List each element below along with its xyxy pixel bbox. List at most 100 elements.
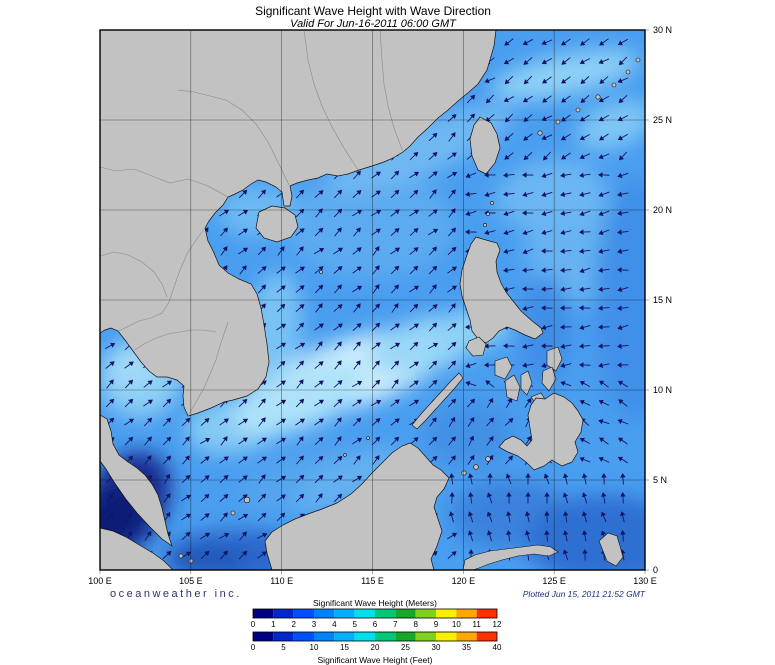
colorbar-meters-segment [436,609,457,618]
wave-arrow [390,323,400,331]
wave-arrow [143,380,153,388]
wave-arrow [618,151,628,161]
wave-arrow [352,323,362,331]
wave-arrow [465,191,477,197]
wave-arrow [333,304,343,312]
wave-arrow [124,398,134,408]
small-islands [178,57,641,564]
colorbar-meters-tick: 10 [452,620,461,629]
wave-arrow [333,380,343,388]
wave-arrow [522,210,534,216]
latitude-label: 10 N [653,385,672,395]
wave-arrow [581,492,588,504]
wave-arrow [617,191,629,197]
land-cebu [520,370,533,396]
wave-arrow [503,248,515,254]
wave-arrow [276,456,286,464]
wave-arrow [428,132,438,142]
wave-arrow [200,513,210,521]
wave-arrow [296,436,304,446]
wave-arrow [353,170,361,180]
wave-arrow [598,418,610,425]
longitude-label: 130 E [633,576,657,586]
land-luzon [459,236,544,344]
wave-arrow [484,362,496,368]
wave-arrow [124,361,134,369]
wave-arrow [504,75,514,85]
wave-arrow [503,343,515,349]
wave-arrow [372,246,380,256]
wave-arrow [124,436,134,446]
wave-arrow [372,360,380,370]
wave-arrow [238,437,248,445]
wave-arrow [106,492,114,503]
colorbar: Significant Wave Height (Meters) Signifi… [251,598,502,665]
wave-arrow [428,246,438,256]
wave-arrow [371,322,381,332]
wave-arrow [409,303,419,313]
land-mindoro [465,336,487,357]
chart-subtitle: Valid For Jun-16-2011 06:00 GMT [290,18,457,30]
wave-arrow [296,360,304,370]
wave-arrow [124,418,135,426]
wave-arrow [314,227,324,237]
wave-arrow [371,379,381,389]
chart-title: Significant Wave Height with Wave Direct… [255,4,491,18]
wave-arrow [579,437,591,445]
wave-arrow [541,210,553,217]
wave-arrow [276,380,286,388]
wave-arrow [560,210,572,216]
wave-arrow [447,532,458,540]
wave-arrow [295,228,305,236]
wave-arrow [598,305,610,311]
wave-arrow [429,284,437,294]
wave-arrow [125,512,133,522]
colorbar-feet-segment [334,632,355,641]
wave-arrow [618,56,628,66]
wave-arrow [144,455,152,465]
wave-arrow [428,152,438,161]
wave-arrow [257,456,267,464]
wave-arrow [617,380,628,388]
wave-arrow [448,303,456,313]
wave-arrow [429,417,437,427]
wave-arrow [467,417,475,427]
colorbar-meters-tick: 7 [393,620,398,629]
wave-arrow [447,323,457,331]
wave-arrow [276,323,287,331]
wave-arrow [506,492,512,504]
wave-arrow [503,267,515,273]
wave-arrow [105,398,115,408]
wave-arrow [465,380,477,387]
wave-arrow [333,455,343,465]
wave-arrow [220,227,228,237]
wave-arrow [504,417,514,427]
wave-arrow [238,228,248,236]
wave-arrow [523,75,533,85]
wave-arrow [618,399,628,407]
wave-arrow [447,285,457,293]
wave-arrow [200,550,210,560]
wave-arrow [447,114,457,122]
wave-arrow [541,229,553,236]
colorbar-meters-tick: 2 [291,620,296,629]
colorbar-feet-segment [273,632,294,641]
wave-arrow [579,229,591,235]
wave-arrow [448,511,455,523]
wave-arrow [598,210,610,217]
wave-arrow [522,267,534,273]
wave-arrow [503,191,515,197]
wave-arrow [314,284,324,294]
wave-arrow [541,305,553,311]
wave-arrow [468,492,474,504]
wave-arrow [598,191,610,198]
wave-arrow [315,493,323,503]
wave-arrow [352,437,363,445]
wave-arrow [522,248,534,255]
colorbar-feet-tick: 20 [371,643,380,652]
colorbar-feet-segment [395,632,416,641]
wave-arrow [503,229,515,236]
wave-arrow [617,343,629,349]
colorbar-meters-segment [314,609,335,618]
wave-arrow [352,247,362,255]
